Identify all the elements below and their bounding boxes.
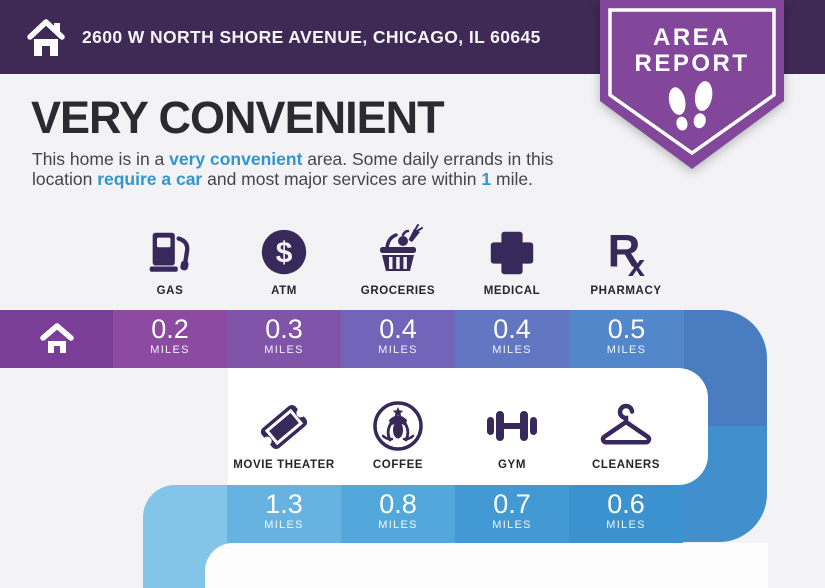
poi-label: ATM	[271, 285, 297, 297]
home-icon	[27, 19, 65, 56]
dumbbell-icon	[447, 394, 577, 454]
clothes-hanger-icon	[561, 394, 691, 454]
coffee-siren-icon	[333, 394, 463, 454]
home-icon	[39, 323, 74, 353]
poi-label: GAS	[156, 285, 184, 297]
address-text: 2600 W NORTH SHORE AVENUE, CHICAGO, IL 6…	[82, 26, 541, 47]
distance-value: 0.4	[379, 314, 417, 344]
poi-gym: GYM	[447, 394, 577, 471]
grocery-basket-icon	[333, 220, 463, 280]
poi-label: MEDICAL	[483, 285, 541, 297]
distance-unit: MILES	[606, 519, 646, 531]
poi-gas: GAS	[105, 220, 235, 297]
svg-text:$: $	[276, 237, 293, 270]
distance-unit: MILES	[378, 344, 418, 356]
distance-unit: MILES	[492, 344, 532, 356]
row2-icon-panel	[228, 368, 708, 485]
distance-segment-gym: 0.7 MILES	[455, 485, 569, 543]
poi-label: GYM	[498, 459, 526, 471]
path-home-segment	[0, 310, 113, 368]
poi-cleaners: CLEANERS	[561, 394, 691, 471]
medical-cross-icon	[447, 220, 577, 280]
distance-unit: MILES	[378, 519, 418, 531]
badge-outline	[608, 8, 776, 156]
distance-segment-groceries: 0.4 MILES	[341, 310, 455, 368]
area-report-badge: AREA REPORT	[600, 0, 784, 169]
distance-segment-gas: 0.2 MILES	[113, 310, 227, 368]
poi-groceries: GROCERIES	[333, 220, 463, 297]
distance-unit: MILES	[264, 519, 304, 531]
svg-text:x: x	[628, 248, 645, 280]
movie-ticket-icon	[219, 394, 349, 454]
distance-unit: MILES	[264, 344, 304, 356]
distance-segment-pharmacy: 0.5 MILES	[569, 310, 684, 368]
poi-pharmacy: R x PHARMACY	[561, 220, 691, 297]
summary-paragraph: This home is in a very convenient area. …	[32, 149, 554, 189]
footprints-icon	[668, 81, 713, 131]
atm-dollar-icon: $	[219, 220, 349, 280]
distance-value: 0.6	[607, 489, 645, 519]
path-left-turn-segment	[143, 485, 228, 543]
distance-segment-atm: 0.3 MILES	[227, 310, 341, 368]
badge-line2: REPORT	[634, 50, 749, 77]
distance-value: 0.4	[493, 314, 531, 344]
poi-label: MOVIE THEATER	[233, 459, 335, 471]
poi-label: COFFEE	[372, 459, 424, 471]
poi-label: PHARMACY	[590, 285, 662, 297]
poi-movie-theater: MOVIE THEATER	[219, 394, 349, 471]
poi-atm: $ ATM	[219, 220, 349, 297]
distance-value: 0.5	[607, 314, 646, 344]
poi-label: CLEANERS	[591, 459, 661, 471]
poi-medical: MEDICAL	[447, 220, 577, 297]
gas-pump-icon	[105, 220, 235, 280]
poi-label: GROCERIES	[360, 285, 436, 297]
pharmacy-rx-icon: R x	[561, 220, 691, 280]
distance-value: 0.2	[151, 314, 189, 344]
distance-value: 0.3	[265, 314, 303, 344]
distance-unit: MILES	[606, 344, 647, 356]
svg-text:R: R	[608, 226, 641, 277]
poi-coffee: COFFEE	[333, 394, 463, 471]
distance-value: 0.8	[379, 489, 417, 519]
distance-segment-medical: 0.4 MILES	[455, 310, 569, 368]
distance-unit: MILES	[150, 344, 190, 356]
badge-pentagon	[600, 0, 784, 169]
distance-segment-movie-theater: 1.3 MILES	[227, 485, 341, 543]
distance-segment-cleaners: 0.6 MILES	[569, 485, 683, 543]
badge-line1: AREA	[653, 24, 731, 51]
distance-unit: MILES	[492, 519, 532, 531]
page-title: VERY CONVENIENT	[31, 92, 445, 143]
path-left-strip	[143, 543, 205, 588]
distance-value: 1.3	[265, 489, 303, 519]
distance-segment-coffee: 0.8 MILES	[341, 485, 455, 543]
distance-value: 0.7	[493, 489, 531, 519]
bottom-panel	[205, 543, 768, 588]
